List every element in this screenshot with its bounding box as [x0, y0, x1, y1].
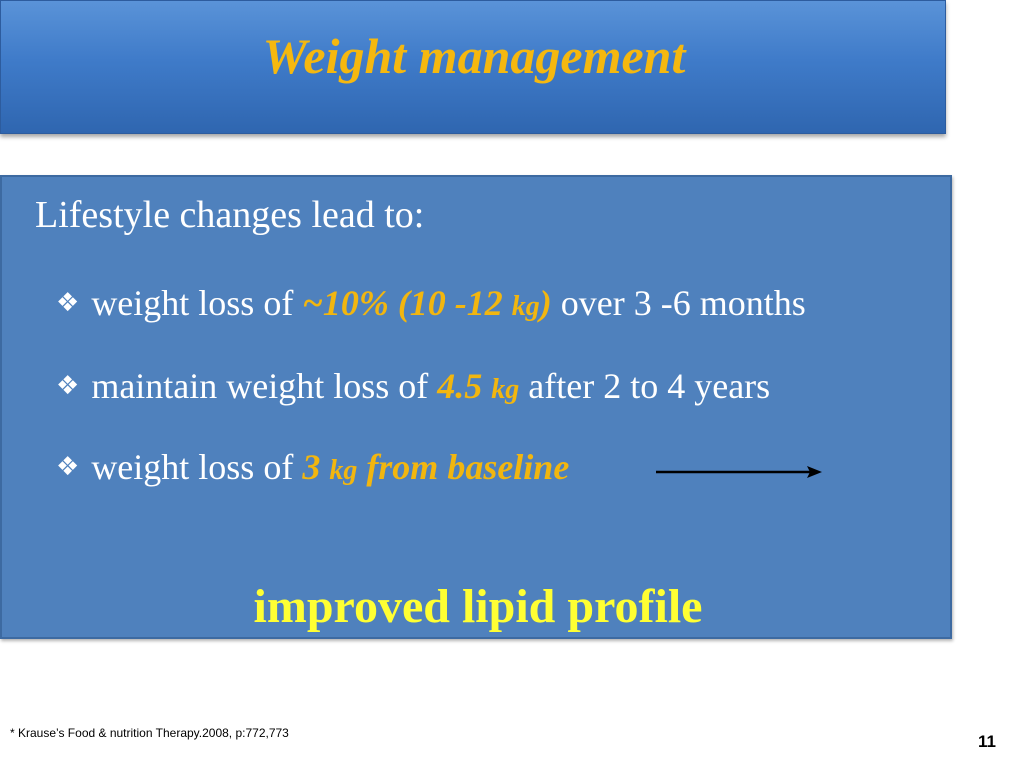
bullet-3-prefix: weight loss of [91, 447, 303, 487]
bullet-1-unit: kg [511, 291, 540, 322]
diamond-bullet-icon: ❖ [56, 288, 80, 318]
page-number: 11 [978, 732, 996, 751]
bullet-1-highlight: ~10% (10 -12 [302, 283, 512, 323]
right-arrow-icon [656, 466, 822, 478]
conclusion-text: improved lipid profile [253, 580, 703, 633]
bullet-3-highlight: 3 [302, 447, 330, 487]
content-box: Lifestyle changes lead to: ❖ weight loss … [0, 175, 952, 639]
bullet-2-prefix: maintain weight loss of [91, 366, 438, 406]
intro-text: Lifestyle changes lead to: [35, 194, 425, 236]
bullet-item-3: ❖ weight loss of 3 kg from baseline [56, 446, 569, 488]
bullet-2-unit: kg [491, 374, 520, 405]
footnote-citation: * Krause’s Food & nutrition Therapy.2008… [10, 726, 289, 740]
diamond-bullet-icon: ❖ [56, 452, 80, 482]
bullet-2-highlight: 4.5 [437, 366, 492, 406]
title-bar: Weight management [0, 0, 946, 134]
slide-title: Weight management [262, 28, 686, 84]
bullet-item-2: ❖ maintain weight loss of 4.5 kg after 2 … [56, 365, 770, 407]
bullet-3-highlight-tail: from baseline [357, 447, 570, 487]
bullet-3-unit: kg [329, 455, 358, 486]
bullet-item-1: ❖ weight loss of ~10% (10 -12 kg) over 3 … [56, 282, 806, 324]
bullet-1-suffix: over 3 -6 months [551, 283, 806, 323]
bullet-1-highlight-tail: ) [539, 283, 552, 323]
bullet-2-suffix: after 2 to 4 years [519, 366, 771, 406]
bullet-1-prefix: weight loss of [91, 283, 303, 323]
diamond-bullet-icon: ❖ [56, 371, 80, 401]
